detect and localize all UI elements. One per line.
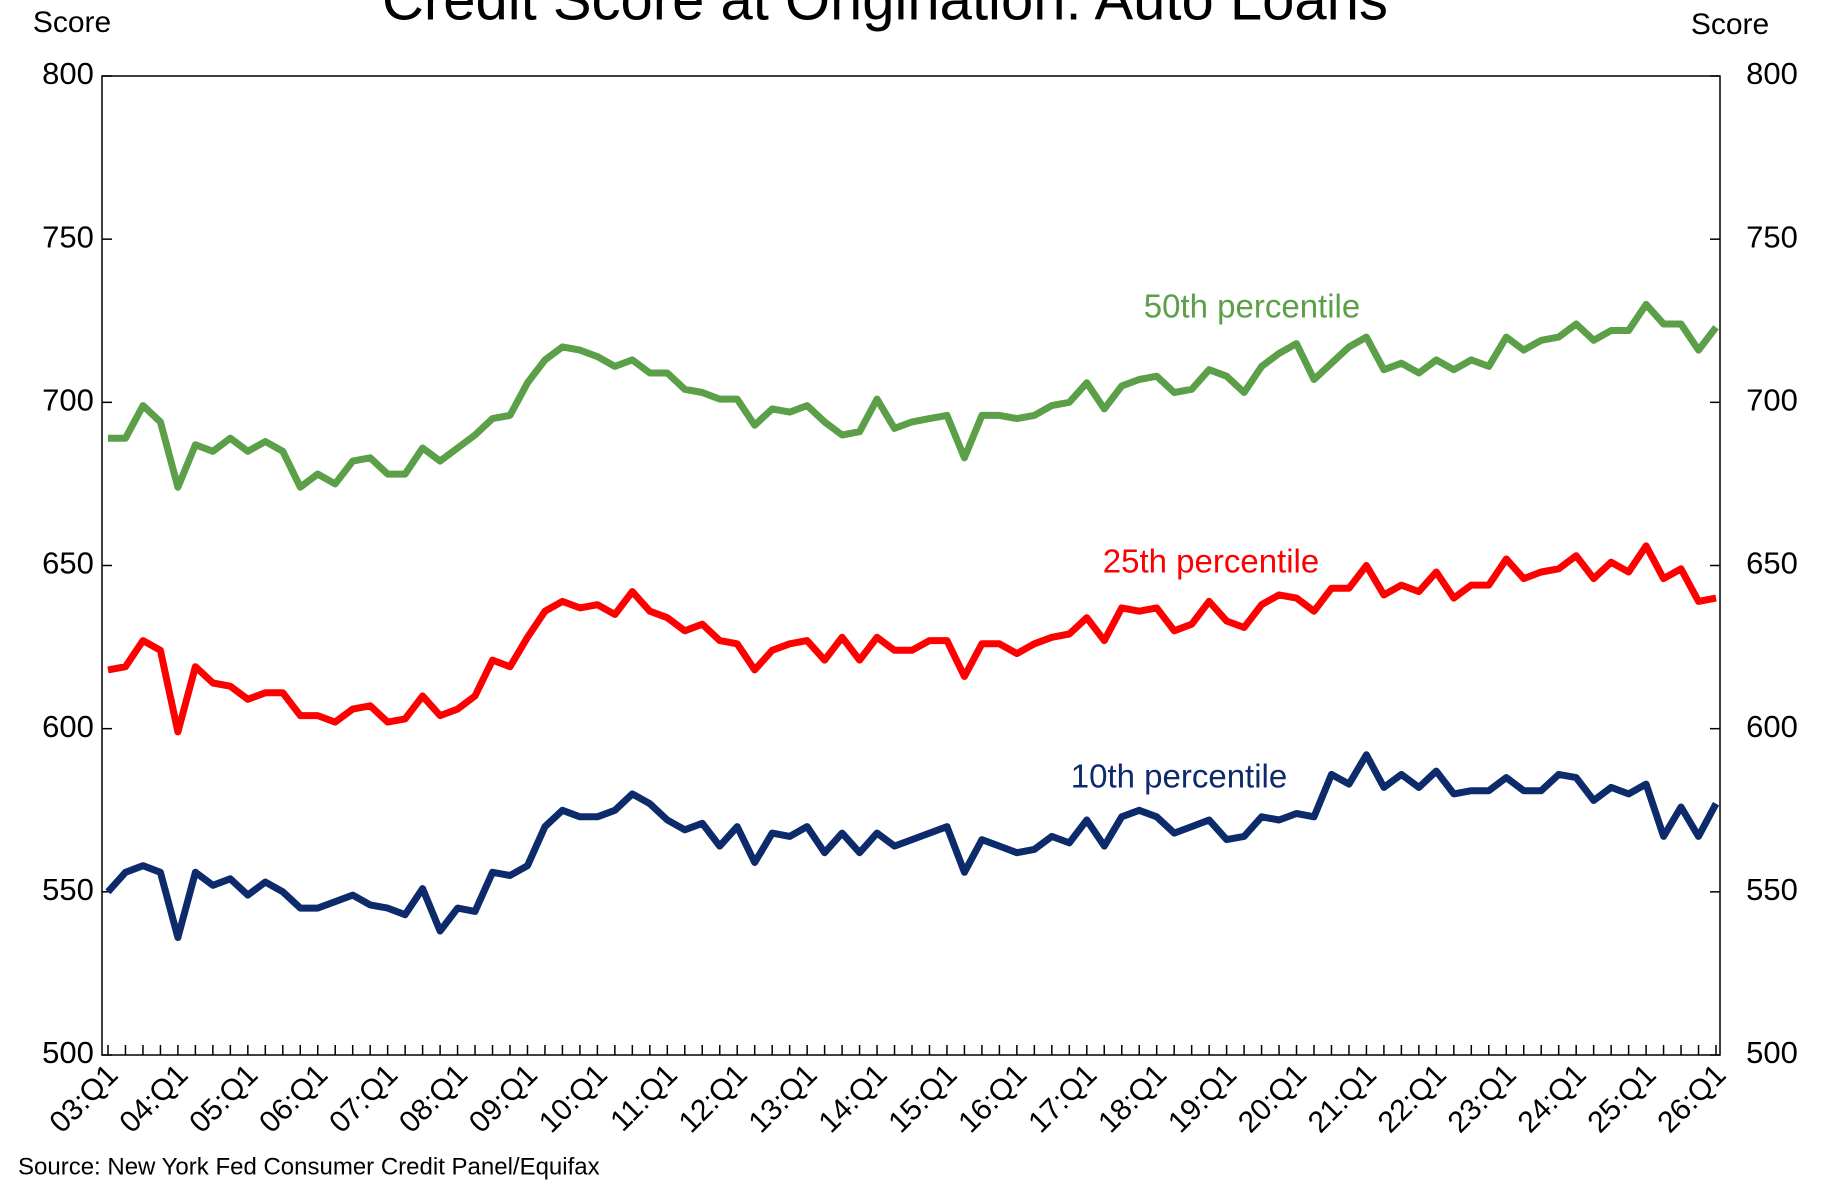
x-tick-label: 13:Q1: [743, 1058, 824, 1139]
x-tick-label: 08:Q1: [393, 1058, 474, 1139]
x-tick-label: 11:Q1: [604, 1058, 684, 1138]
x-tick-label: 23:Q1: [1442, 1058, 1523, 1139]
x-tick-label: 20:Q1: [1232, 1058, 1313, 1139]
series-line: [107, 542, 1717, 736]
x-tick-label: 15:Q1: [882, 1058, 963, 1139]
x-tick-label: 12:Q1: [673, 1058, 754, 1139]
x-tick-label: 22:Q1: [1372, 1058, 1453, 1139]
series-label: 25th percentile: [1103, 543, 1319, 580]
x-tick-label: 21:Q1: [1302, 1058, 1383, 1139]
y2-tick-label: 800: [1746, 56, 1798, 91]
x-tick-label: 25:Q1: [1582, 1058, 1663, 1139]
y-tick-label: 650: [42, 546, 94, 581]
y2-tick-label: 750: [1746, 219, 1798, 254]
y2-tick-label: 550: [1746, 872, 1798, 907]
chart-title: Credit Score at Origination: Auto Loans: [382, 0, 1388, 32]
y-tick-label: 600: [42, 709, 94, 744]
y-tick-label: 550: [42, 872, 94, 907]
y2-tick-label: 500: [1746, 1035, 1798, 1070]
y2-tick-label: 600: [1746, 709, 1798, 744]
y-tick-label: 500: [42, 1035, 94, 1070]
y-axis-label: Score: [33, 6, 111, 39]
y-tick-label: 750: [42, 219, 94, 254]
x-tick-label: 14:Q1: [812, 1058, 893, 1139]
x-tick-label: 16:Q1: [952, 1058, 1033, 1139]
x-tick-label: 04:Q1: [113, 1058, 194, 1139]
y2-tick-label: 650: [1746, 546, 1798, 581]
source-note: Source: New York Fed Consumer Credit Pan…: [18, 1153, 600, 1180]
series-label: 50th percentile: [1144, 288, 1360, 325]
series-line: [105, 751, 1720, 941]
y2-tick-label: 700: [1746, 383, 1798, 418]
plot-frame: [101, 75, 1721, 1056]
y-tick-label: 700: [42, 383, 94, 418]
x-tick-label: 10:Q1: [533, 1058, 614, 1139]
x-tick-label: 03:Q1: [43, 1058, 124, 1139]
x-tick-label: 07:Q1: [323, 1058, 404, 1139]
x-tick-label: 09:Q1: [463, 1058, 544, 1139]
x-tick-label: 19:Q1: [1162, 1058, 1243, 1139]
x-tick-label: 24:Q1: [1512, 1058, 1593, 1139]
x-tick-label: 17:Q1: [1022, 1058, 1103, 1139]
x-tick-label: 05:Q1: [183, 1058, 264, 1139]
x-tick-label: 18:Q1: [1092, 1058, 1173, 1139]
y2-axis-label: Score: [1691, 8, 1769, 41]
series-label: 10th percentile: [1071, 758, 1287, 795]
x-tick-label: 26:Q1: [1651, 1058, 1732, 1139]
y-tick-label: 800: [42, 56, 94, 91]
series-line: [108, 300, 1719, 491]
x-tick-label: 06:Q1: [253, 1058, 334, 1139]
